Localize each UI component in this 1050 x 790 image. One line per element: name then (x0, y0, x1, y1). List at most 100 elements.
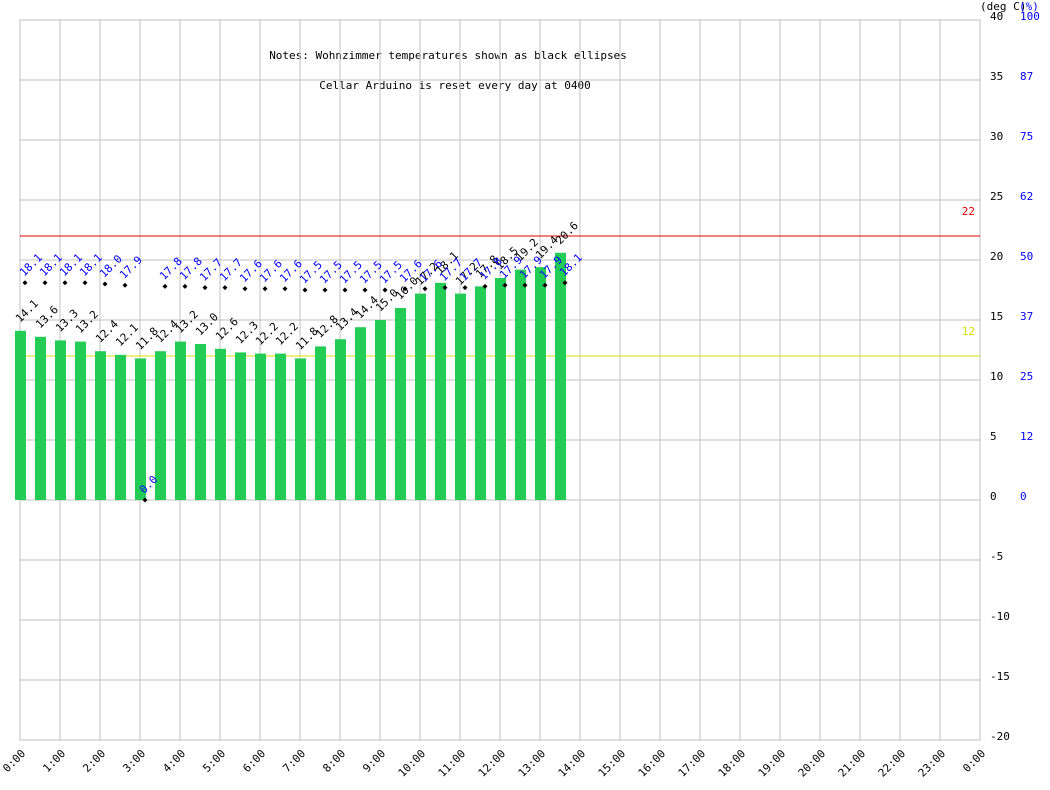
value-label: 20.6 (553, 219, 581, 247)
x-tick-label: 18:00 (716, 747, 749, 780)
bar (95, 351, 106, 500)
bar (555, 252, 566, 500)
x-tick-label: 22:00 (876, 747, 909, 780)
bar (155, 351, 166, 500)
y-tick-label: -15 (990, 670, 1010, 683)
y2-tick-label: 50 (1020, 250, 1033, 263)
bar (415, 293, 426, 500)
x-tick-label: 12:00 (476, 747, 509, 780)
point (142, 497, 148, 503)
x-tick-label: 3:00 (120, 747, 148, 775)
x-tick-label: 13:00 (516, 747, 549, 780)
point (562, 280, 568, 286)
value-label: 17.9 (117, 254, 145, 282)
x-tick-label: 5:00 (200, 747, 228, 775)
point (262, 286, 268, 292)
x-tick-label: 11:00 (436, 747, 469, 780)
bar (35, 336, 46, 500)
bar (75, 341, 86, 500)
y-axis-label: (deg C) (980, 0, 1026, 13)
bar (375, 320, 386, 500)
x-tick-label: 21:00 (836, 747, 869, 780)
y2-tick-label: 37 (1020, 310, 1033, 323)
bar (395, 308, 406, 500)
x-tick-label: 4:00 (160, 747, 188, 775)
y-tick-label: 15 (990, 310, 1003, 323)
point (282, 286, 288, 292)
reference-label: 12 (962, 325, 975, 338)
bar (215, 348, 226, 500)
x-tick-label: 0:00 (960, 747, 988, 775)
x-tick-label: 1:00 (40, 747, 68, 775)
x-tick-label: 19:00 (756, 747, 789, 780)
x-tick-label: 20:00 (796, 747, 829, 780)
x-tick-label: 6:00 (240, 747, 268, 775)
note: Cellar Arduino is reset every day at 040… (319, 79, 591, 92)
bar (455, 293, 466, 500)
point (42, 280, 48, 286)
x-tick-label: 16:00 (636, 747, 669, 780)
bar (55, 340, 66, 500)
bar (475, 286, 486, 500)
y-tick-label: -5 (990, 550, 1003, 563)
point (242, 286, 248, 292)
bar (495, 278, 506, 500)
bar (335, 339, 346, 500)
x-tick-label: 17:00 (676, 747, 709, 780)
point (462, 285, 468, 291)
bar (15, 330, 26, 500)
y2-axis-label: (%) (1019, 0, 1039, 13)
bar (435, 282, 446, 500)
point (402, 286, 408, 292)
point (22, 280, 28, 286)
x-tick-label: 10:00 (396, 747, 429, 780)
y-tick-label: -10 (990, 610, 1010, 623)
y-tick-label: 10 (990, 370, 1003, 383)
y-tick-label: 25 (990, 190, 1003, 203)
y2-tick-label: 25 (1020, 370, 1033, 383)
point (62, 280, 68, 286)
note: Notes: Wohnzimmer temperatures shown as … (269, 49, 627, 62)
y2-tick-label: 62 (1020, 190, 1033, 203)
y2-tick-label: 75 (1020, 130, 1033, 143)
point (102, 281, 108, 287)
bar (275, 353, 286, 500)
reference-label: 22 (962, 205, 975, 218)
point (502, 282, 508, 288)
point (442, 285, 448, 291)
y2-tick-label: 12 (1020, 430, 1033, 443)
bar (355, 327, 366, 500)
x-tick-label: 7:00 (280, 747, 308, 775)
point (342, 287, 348, 293)
point (222, 285, 228, 291)
bar (535, 267, 546, 500)
bar (315, 346, 326, 500)
y-tick-label: 30 (990, 130, 1003, 143)
y-tick-label: 5 (990, 430, 997, 443)
x-tick-label: 8:00 (320, 747, 348, 775)
bar (515, 269, 526, 500)
point (122, 282, 128, 288)
point (182, 283, 188, 289)
point (162, 283, 168, 289)
x-tick-label: 9:00 (360, 747, 388, 775)
point (322, 287, 328, 293)
point (82, 280, 88, 286)
point (382, 287, 388, 293)
x-tick-label: 23:00 (916, 747, 949, 780)
bar (235, 352, 246, 500)
x-tick-label: 14:00 (556, 747, 589, 780)
y2-tick-label: 87 (1020, 70, 1033, 83)
point (542, 282, 548, 288)
y-tick-label: 20 (990, 250, 1003, 263)
bar (115, 354, 126, 500)
point (302, 287, 308, 293)
bar (135, 358, 146, 500)
y-tick-label: 35 (990, 70, 1003, 83)
point (522, 282, 528, 288)
bar (175, 341, 186, 500)
y-tick-label: -20 (990, 730, 1010, 743)
bar (255, 353, 266, 500)
y2-tick-label: 100 (1020, 10, 1040, 23)
